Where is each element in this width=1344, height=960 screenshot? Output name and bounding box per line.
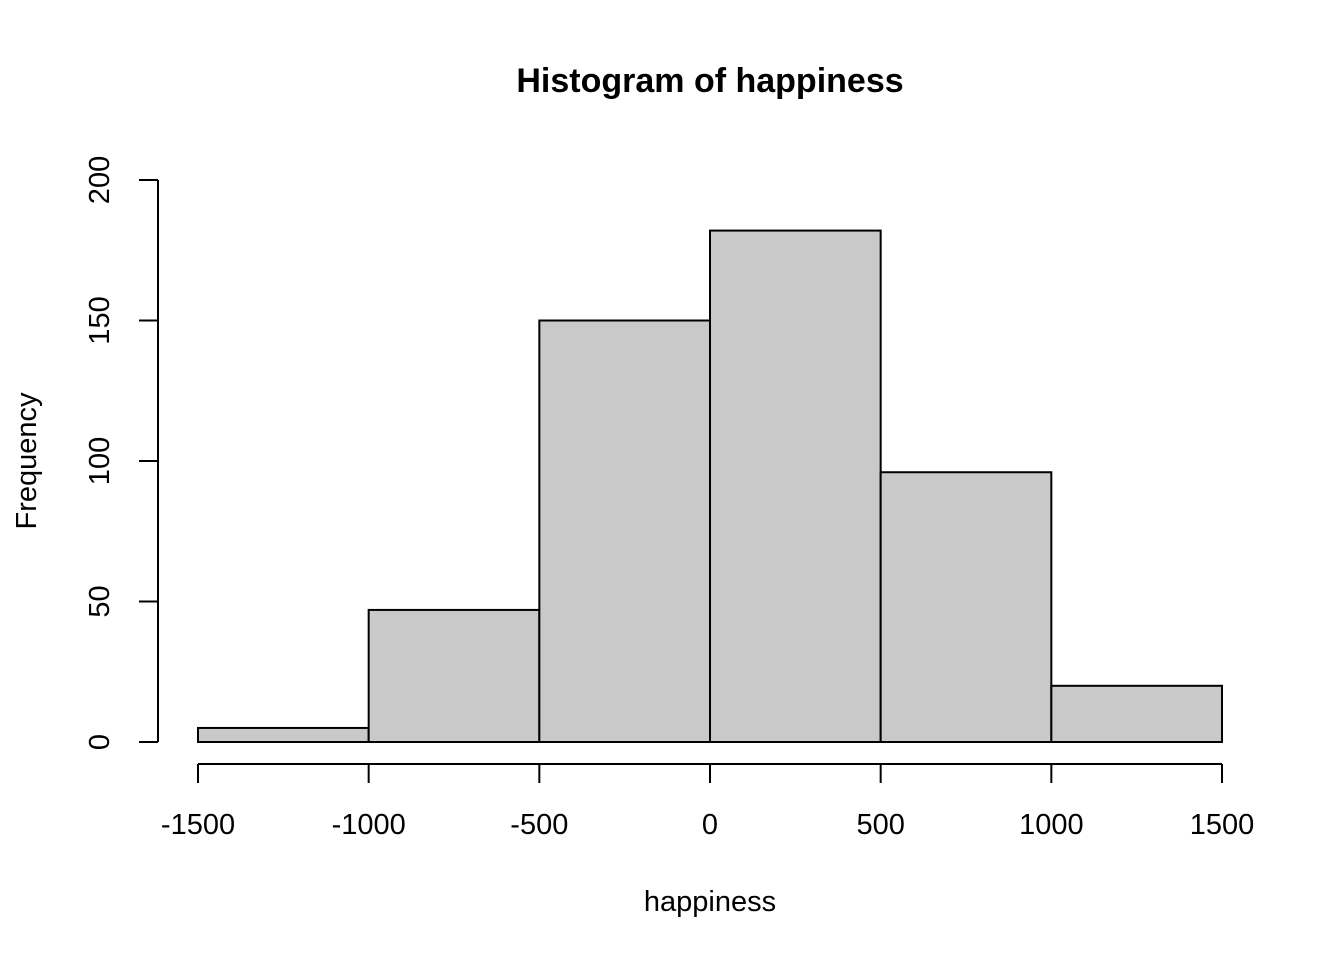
x-axis-label: happiness <box>644 886 776 918</box>
histogram-bar <box>367 608 541 743</box>
x-axis: -1500 -1000 -500 0 500 1000 1500 <box>161 763 1255 841</box>
histogram-bar <box>709 229 882 744</box>
histogram-bar <box>879 471 1053 743</box>
y-tick-label: 0 <box>84 734 116 750</box>
x-tick-label: -1000 <box>332 809 406 841</box>
histogram-bar <box>538 319 711 743</box>
x-tick-label: 0 <box>702 809 718 841</box>
y-tick-label: 50 <box>84 585 116 617</box>
y-tick-label: 100 <box>84 437 116 485</box>
x-tick-label: -1500 <box>161 809 235 841</box>
x-tick-label: 1000 <box>1019 809 1084 841</box>
y-axis: 0 50 100 150 200 <box>84 156 159 750</box>
histogram-bar <box>197 726 370 744</box>
x-tick-label: 500 <box>856 809 904 841</box>
x-tick-label: -500 <box>510 809 568 841</box>
x-tick-label: 1500 <box>1190 809 1255 841</box>
y-axis-label: Frequency <box>11 392 43 530</box>
chart-title: Histogram of happiness <box>516 62 903 100</box>
y-tick-label: 200 <box>84 156 116 204</box>
y-tick-label: 150 <box>84 296 116 344</box>
histogram-bar <box>1050 684 1224 743</box>
histogram-bars <box>197 229 1224 744</box>
